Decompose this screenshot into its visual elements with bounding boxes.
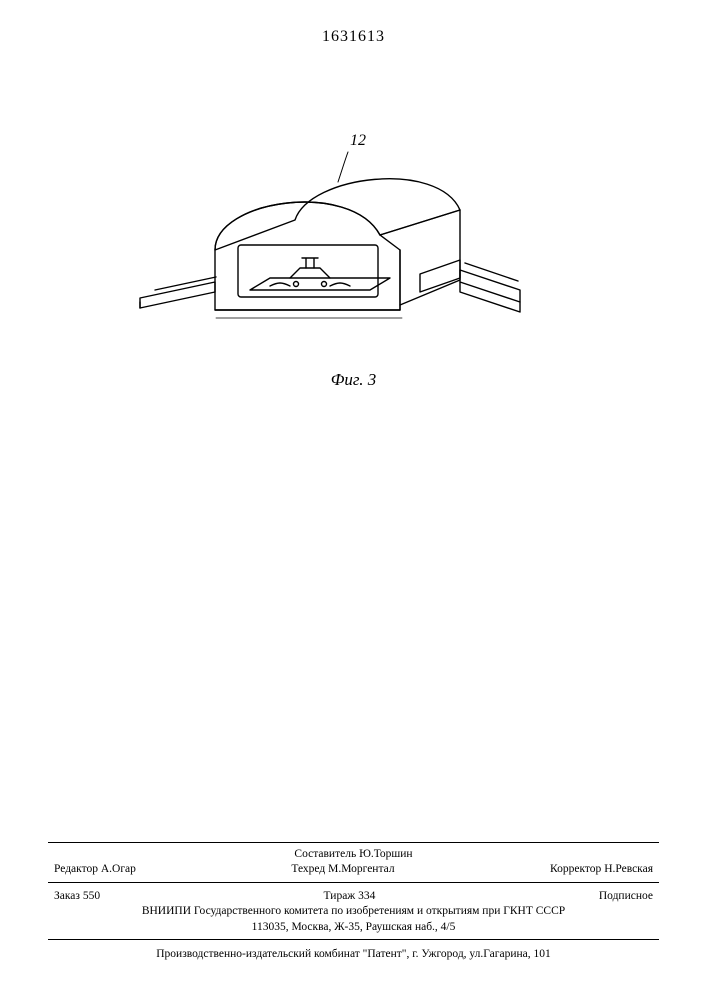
- techred-label: Техред: [291, 863, 325, 875]
- footer-rule-3: [48, 939, 659, 940]
- figure-illustration: [120, 140, 540, 380]
- compiler-line: Составитель Ю.Торшин: [48, 847, 659, 863]
- org-line: ВНИИПИ Государственного комитета по изоб…: [48, 904, 659, 920]
- techred-name: М.Моргентал: [328, 863, 394, 875]
- compiler-label: Составитель: [294, 848, 356, 860]
- publisher-line: Производственно-издательский комбинат "П…: [48, 944, 659, 968]
- footer-rule-1: [48, 842, 659, 843]
- order-row: Заказ 550 Тираж 334 Подписное: [48, 887, 659, 905]
- tirage-label: Тираж: [324, 890, 356, 902]
- order-label: Заказ: [54, 890, 80, 902]
- editor-label: Редактор: [54, 863, 98, 875]
- corrector-cell: Корректор Н.Ревская: [550, 862, 653, 878]
- order-cell: Заказ 550: [54, 889, 100, 905]
- subscription: Подписное: [599, 889, 653, 905]
- patent-page: 1631613 12: [0, 0, 707, 1000]
- order-no: 550: [83, 890, 100, 902]
- editor-cell: Редактор А.Огар: [54, 862, 136, 878]
- figure-caption: Фиг. 3: [0, 370, 707, 390]
- imprint-footer: Составитель Ю.Торшин Редактор А.Огар Тех…: [48, 838, 659, 968]
- corrector-label: Корректор: [550, 863, 601, 875]
- editor-name: А.Огар: [101, 863, 136, 875]
- address-line: 113035, Москва, Ж-35, Раушская наб., 4/5: [48, 920, 659, 936]
- tirage-cell: Тираж 334: [324, 889, 376, 905]
- footer-rule-2: [48, 882, 659, 883]
- corrector-name: Н.Ревская: [604, 863, 653, 875]
- document-number: 1631613: [0, 28, 707, 46]
- techred-cell: Техред М.Моргентал: [291, 862, 394, 878]
- credits-row: Редактор А.Огар Техред М.Моргентал Корре…: [48, 862, 659, 878]
- tirage-no: 334: [358, 890, 375, 902]
- compiler-name: Ю.Торшин: [359, 848, 413, 860]
